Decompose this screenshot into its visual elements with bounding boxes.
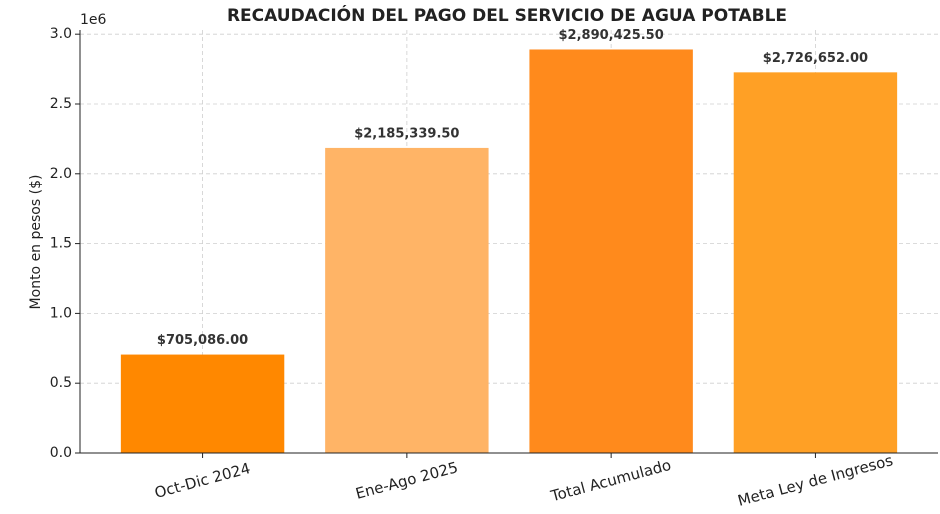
- value-label: $705,086.00: [157, 333, 248, 348]
- bar: [529, 49, 693, 453]
- y-tick-label: 2.5: [50, 96, 72, 112]
- y-tick-label: 0.5: [50, 375, 72, 391]
- x-tick-label: Meta Ley de Ingresos: [736, 451, 895, 510]
- y-tick-label: 3.0: [50, 26, 72, 42]
- x-tick-label: Oct-Dic 2024: [153, 459, 253, 502]
- bar: [120, 354, 285, 453]
- y-axis-label: Monto en pesos ($): [28, 175, 44, 310]
- y-offset-label: 1e6: [80, 12, 107, 28]
- bar: [733, 72, 898, 454]
- y-tick-label: 1.0: [50, 305, 72, 321]
- x-tick-label: Ene-Ago 2025: [354, 458, 460, 503]
- bar: [325, 147, 489, 453]
- value-label: $2,890,425.50: [559, 28, 664, 43]
- value-label: $2,185,339.50: [354, 126, 459, 141]
- y-tick-label: 0.0: [50, 445, 72, 461]
- x-tick-label: Total Acumulado: [548, 456, 673, 506]
- y-tick-label: 1.5: [50, 236, 72, 252]
- y-tick-label: 2.0: [50, 166, 72, 182]
- value-label: $2,726,652.00: [763, 51, 868, 66]
- chart-title: RECAUDACIÓN DEL PAGO DEL SERVICIO DE AGU…: [227, 4, 787, 26]
